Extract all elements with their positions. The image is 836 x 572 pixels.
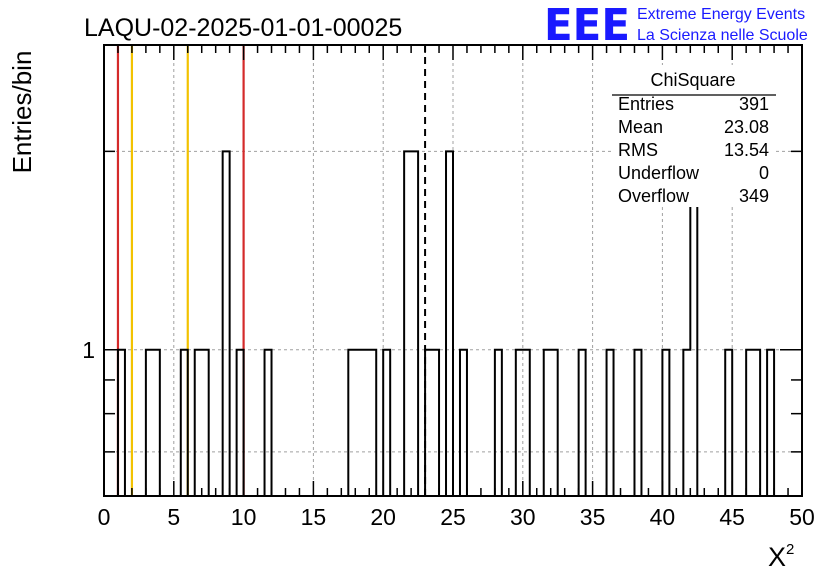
histogram-bin bbox=[767, 350, 774, 496]
histogram-bin bbox=[544, 350, 551, 496]
histogram-bin bbox=[237, 350, 244, 496]
x-axis-label: X2 bbox=[768, 541, 794, 572]
stats-label: Overflow bbox=[618, 186, 690, 206]
stats-box-name: ChiSquare bbox=[650, 70, 735, 90]
histogram-bin bbox=[355, 350, 362, 496]
x-tick-label: 0 bbox=[98, 504, 111, 530]
stats-value: 349 bbox=[739, 186, 769, 206]
x-tick-labels: 0 5 10 15 20 25 30 35 40 45 50 bbox=[98, 504, 815, 530]
histogram-bin bbox=[446, 151, 453, 496]
logo-mark: EEE bbox=[544, 0, 630, 51]
axes bbox=[103, 44, 803, 497]
histogram-bin bbox=[202, 350, 209, 496]
x-tick-label: 15 bbox=[301, 504, 327, 530]
histogram-bin bbox=[118, 350, 125, 496]
histogram-bin bbox=[153, 350, 160, 496]
histogram-bin bbox=[181, 350, 188, 496]
stats-rows: Entries 391 Mean 23.08 RMS 13.54 Underflow 0 Ove… bbox=[618, 94, 769, 206]
histogram-bin bbox=[404, 151, 411, 496]
stats-value: 13.54 bbox=[724, 140, 769, 160]
histogram-bin bbox=[683, 350, 690, 496]
x-tick-label: 30 bbox=[510, 504, 536, 530]
histogram-bin bbox=[223, 151, 230, 496]
histogram-bin bbox=[348, 350, 355, 496]
histogram-bin bbox=[523, 350, 530, 496]
histogram-bin bbox=[265, 350, 272, 496]
x-tick-label: 45 bbox=[719, 504, 745, 530]
histogram-bin bbox=[753, 350, 760, 496]
x-tick-label: 5 bbox=[167, 504, 180, 530]
y-tick-label: 1 bbox=[82, 337, 95, 363]
histogram-bin bbox=[369, 350, 376, 496]
histogram-bin bbox=[432, 350, 439, 496]
histogram-bin bbox=[146, 350, 153, 496]
stats-label: Mean bbox=[618, 117, 663, 137]
y-axis-label: Entries/bin bbox=[7, 51, 37, 174]
histogram-bin bbox=[460, 350, 467, 496]
x-tick-label: 10 bbox=[231, 504, 257, 530]
stats-value: 0 bbox=[759, 163, 769, 183]
histogram-bin bbox=[551, 350, 558, 496]
histogram-bin bbox=[662, 350, 669, 496]
histogram-bin bbox=[579, 350, 586, 496]
histogram-bin bbox=[411, 151, 418, 496]
chart-title: LAQU-02-2025-01-01-00025 bbox=[84, 14, 402, 42]
x-tick-label: 20 bbox=[370, 504, 396, 530]
histogram-bin bbox=[746, 350, 753, 496]
histogram-bin bbox=[495, 350, 502, 496]
logo-line2: La Scienza nelle Scuole bbox=[637, 27, 808, 44]
stats-value: 23.08 bbox=[724, 117, 769, 137]
stats-label: Underflow bbox=[618, 163, 700, 183]
histogram-bin bbox=[634, 350, 641, 496]
histogram-bin bbox=[607, 350, 614, 496]
x-tick-label: 35 bbox=[580, 504, 606, 530]
histogram-bin bbox=[725, 350, 732, 496]
stats-label: Entries bbox=[618, 94, 674, 114]
histogram-bin bbox=[383, 350, 390, 496]
y-tick-labels: 1 bbox=[82, 337, 95, 363]
x-tick-label: 40 bbox=[650, 504, 676, 530]
histogram-bin bbox=[425, 350, 432, 496]
histogram-bin bbox=[362, 350, 369, 496]
histogram-bin bbox=[516, 350, 523, 496]
stats-box: ChiSquare Entries 391 Mean 23.08 RMS 13.54 Und… bbox=[612, 65, 776, 207]
x-tick-label: 25 bbox=[440, 504, 466, 530]
eee-logo: EEE Extreme Energy Events La Scienza nel… bbox=[544, 0, 808, 51]
stats-box-background bbox=[612, 65, 776, 207]
logo-line1: Extreme Energy Events bbox=[637, 6, 805, 23]
x-tick-label: 50 bbox=[789, 504, 815, 530]
stats-label: RMS bbox=[618, 140, 658, 160]
histogram-bin bbox=[195, 350, 202, 496]
stats-value: 391 bbox=[739, 94, 769, 114]
